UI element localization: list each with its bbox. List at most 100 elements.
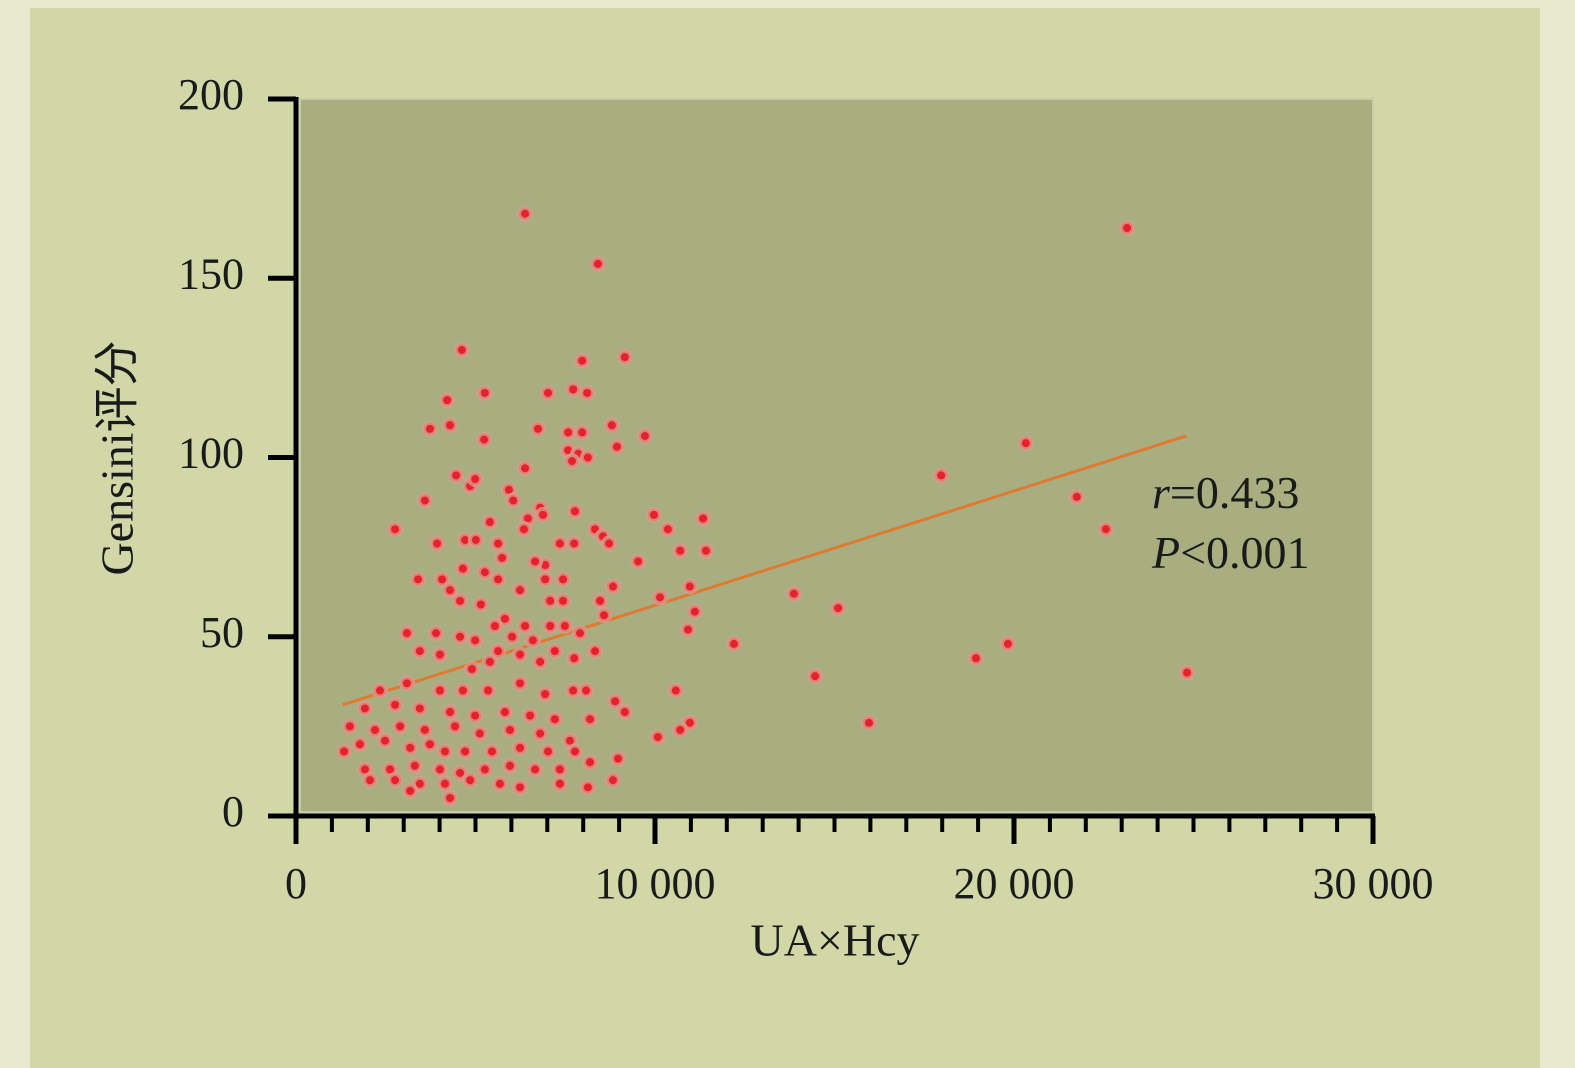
data-point: [592, 592, 609, 609]
data-point: [442, 790, 459, 807]
data-point: [442, 704, 459, 721]
data-point: [555, 571, 572, 588]
data-point: [366, 721, 383, 738]
data-point: [566, 503, 583, 520]
data-point: [967, 650, 984, 667]
data-point: [527, 761, 544, 778]
data-point: [680, 621, 697, 638]
data-point: [372, 682, 389, 699]
data-point: [442, 417, 459, 434]
data-point: [582, 711, 599, 728]
data-point: [480, 682, 497, 699]
plot-area: [299, 98, 1374, 813]
data-point: [529, 420, 546, 437]
y-tick-label: 150: [178, 249, 244, 298]
data-point: [560, 424, 577, 441]
x-tick-label: 0: [285, 859, 307, 908]
data-point: [481, 653, 498, 670]
data-point: [491, 775, 508, 792]
data-point: [431, 682, 448, 699]
data-point: [517, 460, 534, 477]
data-point: [579, 779, 596, 796]
data-point: [501, 721, 518, 738]
data-point: [933, 467, 950, 484]
data-point: [542, 617, 559, 634]
data-point: [574, 424, 591, 441]
data-point: [565, 381, 582, 398]
data-point: [546, 711, 563, 728]
data-point: [442, 582, 459, 599]
data-point: [589, 255, 606, 272]
data-point: [534, 506, 551, 523]
data-point: [601, 535, 618, 552]
data-point: [551, 535, 568, 552]
data-point: [725, 635, 742, 652]
data-point: [452, 764, 469, 781]
data-point: [471, 725, 488, 742]
data-point: [436, 775, 453, 792]
data-point: [490, 571, 507, 588]
data-point: [582, 754, 599, 771]
data-point: [416, 492, 433, 509]
data-point: [566, 743, 583, 760]
data-point: [436, 743, 453, 760]
data-point: [476, 431, 493, 448]
data-point: [406, 757, 423, 774]
data-point: [486, 617, 503, 634]
data-point: [999, 635, 1016, 652]
data-point: [604, 578, 621, 595]
data-point: [697, 542, 714, 559]
data-point: [501, 757, 518, 774]
data-point: [532, 653, 549, 670]
data-point: [1017, 435, 1034, 452]
data-point: [484, 743, 501, 760]
data-point: [807, 668, 824, 685]
data-point: [439, 392, 456, 409]
data-point: [431, 761, 448, 778]
data-point: [457, 743, 474, 760]
data-point: [505, 492, 522, 509]
data-point: [467, 632, 484, 649]
data-point: [402, 782, 419, 799]
data-point: [448, 467, 465, 484]
data-point: [472, 596, 489, 613]
data-point: [421, 420, 438, 437]
data-point: [579, 449, 596, 466]
x-tick-label: 20 000: [954, 859, 1075, 908]
data-point: [659, 521, 676, 538]
data-point: [481, 514, 498, 531]
data-point: [387, 772, 404, 789]
data-point: [392, 718, 409, 735]
data-point: [402, 739, 419, 756]
data-point: [667, 682, 684, 699]
data-point: [490, 535, 507, 552]
data-point: [555, 592, 572, 609]
data-point: [512, 779, 529, 796]
data-point: [542, 592, 559, 609]
data-point: [387, 521, 404, 538]
data-point: [452, 628, 469, 645]
data-point: [377, 732, 394, 749]
data-point: [681, 578, 698, 595]
data-point: [785, 585, 802, 602]
data-point: [616, 349, 633, 366]
data-point: [336, 743, 353, 760]
data-point: [527, 553, 544, 570]
data-point: [686, 603, 703, 620]
data-point: [463, 661, 480, 678]
annotation-value: =0.433: [1170, 467, 1299, 518]
annotation-symbol: P: [1151, 527, 1180, 578]
annotation: r=0.433: [1152, 467, 1299, 518]
y-tick-label: 200: [178, 70, 244, 119]
data-point: [341, 718, 358, 735]
data-point: [587, 643, 604, 660]
data-point: [494, 549, 511, 566]
data-point: [537, 571, 554, 588]
data-point: [860, 714, 877, 731]
y-tick-label: 0: [222, 787, 244, 836]
data-point: [434, 571, 451, 588]
data-point: [421, 736, 438, 753]
data-point: [652, 589, 669, 606]
data-point: [551, 775, 568, 792]
data-point: [512, 646, 529, 663]
